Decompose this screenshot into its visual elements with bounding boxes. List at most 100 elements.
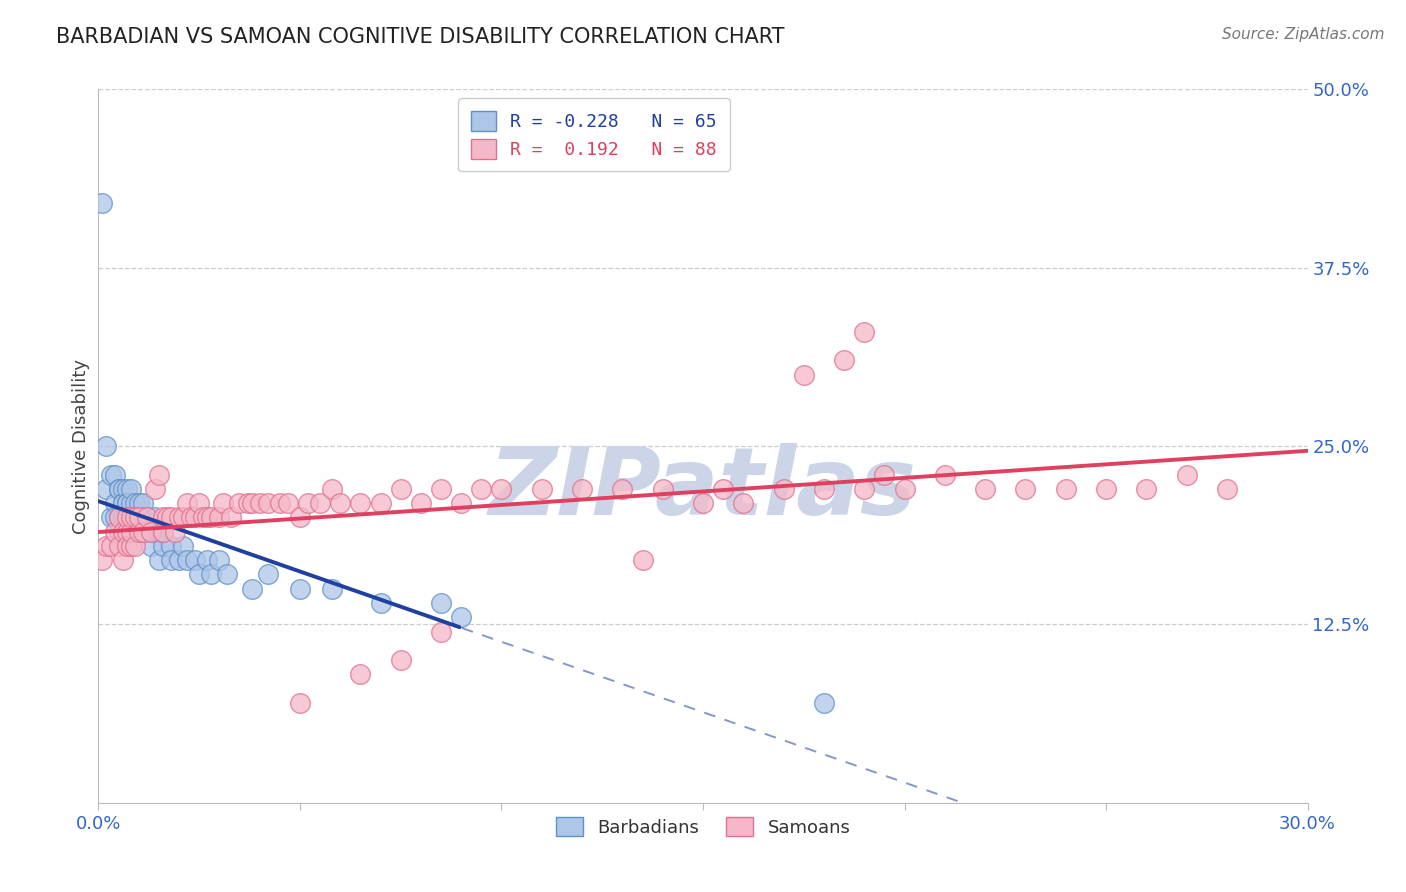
Point xyxy=(200,567,222,582)
Point xyxy=(208,510,231,524)
Point xyxy=(530,482,553,496)
Point xyxy=(160,539,183,553)
Point xyxy=(349,667,371,681)
Point xyxy=(163,524,186,539)
Point xyxy=(793,368,815,382)
Point xyxy=(120,510,142,524)
Point xyxy=(120,524,142,539)
Point xyxy=(249,496,271,510)
Point xyxy=(193,510,215,524)
Point xyxy=(180,510,202,524)
Point xyxy=(148,553,170,567)
Point xyxy=(120,496,142,510)
Point xyxy=(143,510,166,524)
Point xyxy=(107,482,129,496)
Point xyxy=(1095,482,1118,496)
Point xyxy=(135,510,157,524)
Point xyxy=(132,510,155,524)
Point xyxy=(208,553,231,567)
Point xyxy=(853,482,876,496)
Legend: Barbadians, Samoans: Barbadians, Samoans xyxy=(548,809,858,844)
Point xyxy=(470,482,492,496)
Point xyxy=(143,524,166,539)
Point xyxy=(107,524,129,539)
Point xyxy=(450,610,472,624)
Point xyxy=(212,496,235,510)
Point xyxy=(115,482,138,496)
Text: ZIPatlas: ZIPatlas xyxy=(489,442,917,535)
Point xyxy=(124,510,146,524)
Point xyxy=(160,510,183,524)
Point xyxy=(389,482,412,496)
Point xyxy=(120,524,142,539)
Point xyxy=(115,510,138,524)
Text: BARBADIAN VS SAMOAN COGNITIVE DISABILITY CORRELATION CHART: BARBADIAN VS SAMOAN COGNITIVE DISABILITY… xyxy=(56,27,785,46)
Point xyxy=(148,467,170,482)
Point xyxy=(772,482,794,496)
Point xyxy=(389,653,412,667)
Point xyxy=(152,510,174,524)
Point xyxy=(240,496,263,510)
Point xyxy=(297,496,319,510)
Point xyxy=(571,482,593,496)
Point xyxy=(107,510,129,524)
Point xyxy=(132,524,155,539)
Point xyxy=(103,524,125,539)
Point xyxy=(349,496,371,510)
Point xyxy=(107,482,129,496)
Point xyxy=(115,524,138,539)
Point xyxy=(813,482,835,496)
Point xyxy=(277,496,299,510)
Point xyxy=(853,325,876,339)
Point xyxy=(107,539,129,553)
Point xyxy=(172,539,194,553)
Point xyxy=(128,510,150,524)
Point xyxy=(195,553,218,567)
Point xyxy=(91,196,114,211)
Point xyxy=(1054,482,1077,496)
Point xyxy=(309,496,332,510)
Point xyxy=(873,467,896,482)
Point xyxy=(288,510,311,524)
Point xyxy=(96,539,118,553)
Point xyxy=(288,696,311,710)
Point xyxy=(893,482,915,496)
Point xyxy=(128,496,150,510)
Point xyxy=(1135,482,1157,496)
Point xyxy=(450,496,472,510)
Point xyxy=(221,510,243,524)
Point xyxy=(132,496,155,510)
Point xyxy=(111,510,134,524)
Point xyxy=(128,524,150,539)
Point xyxy=(184,553,207,567)
Point xyxy=(269,496,291,510)
Point xyxy=(111,496,134,510)
Point xyxy=(148,524,170,539)
Point xyxy=(1216,482,1239,496)
Point xyxy=(124,496,146,510)
Point xyxy=(733,496,755,510)
Point xyxy=(152,539,174,553)
Point xyxy=(188,496,211,510)
Point xyxy=(692,496,714,510)
Point xyxy=(240,582,263,596)
Y-axis label: Cognitive Disability: Cognitive Disability xyxy=(72,359,90,533)
Point xyxy=(711,482,734,496)
Point xyxy=(288,582,311,596)
Point xyxy=(256,496,278,510)
Point xyxy=(115,510,138,524)
Point xyxy=(934,467,956,482)
Point xyxy=(124,539,146,553)
Point xyxy=(217,567,239,582)
Point xyxy=(167,510,190,524)
Point xyxy=(188,567,211,582)
Point xyxy=(430,624,453,639)
Point xyxy=(813,696,835,710)
Point xyxy=(195,510,218,524)
Point xyxy=(111,482,134,496)
Point xyxy=(128,510,150,524)
Point xyxy=(832,353,855,368)
Point xyxy=(160,553,183,567)
Point xyxy=(172,510,194,524)
Point xyxy=(103,467,125,482)
